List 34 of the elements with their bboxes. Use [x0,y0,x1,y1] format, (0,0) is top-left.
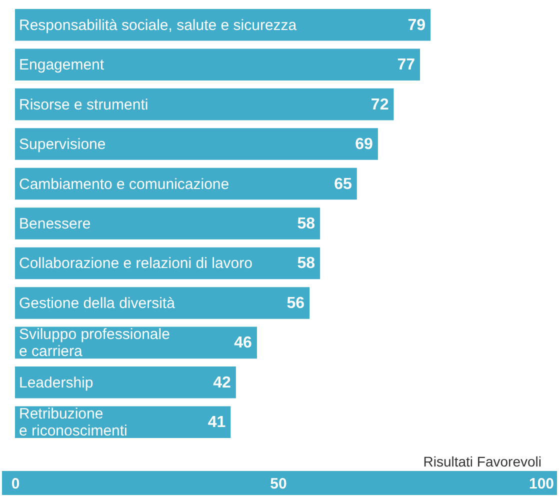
y-tick-label: Retribuzione e riconoscimenti [19,406,128,440]
data-label: 58 [297,216,316,232]
data-label: 46 [234,334,252,352]
bar [15,287,310,319]
y-tick-label: Supervisione [19,136,106,154]
bar [15,168,357,200]
y-tick-label: Benessere [19,216,91,232]
bar [15,8,431,41]
data-label: 65 [334,176,352,193]
data-label: 58 [297,255,316,272]
y-tick-label: Collaborazione e relazioni di lavoro [19,255,252,272]
y-tick-label: Gestione della diversità [19,294,176,312]
x-tick-label: 100 [528,476,554,492]
data-label: 72 [370,96,389,114]
data-label: 77 [397,56,416,74]
y-tick-label: Sviluppo professionale e carriera [19,326,170,360]
y-tick-label: Risorse e strumenti [19,96,148,114]
bar [15,128,378,160]
data-label: 56 [286,294,305,312]
data-label: 79 [408,16,426,34]
data-label: 42 [213,374,232,392]
data-label: 41 [208,414,226,432]
bar [15,48,420,80]
bar [15,88,394,120]
y-tick-label: Engagement [19,56,105,74]
x-axis-title: Risultati Favorevoli [423,454,542,470]
y-tick-label: Cambiamento e comunicazione [19,176,230,193]
y-tick-label: Leadership [19,374,94,392]
x-tick-label: 50 [270,476,287,492]
x-tick-label: 0 [11,476,20,492]
data-label: 69 [355,136,374,154]
bar [15,366,236,398]
y-tick-label: Responsabilità sociale, salute e sicurezza [19,16,298,34]
bar [15,208,320,240]
